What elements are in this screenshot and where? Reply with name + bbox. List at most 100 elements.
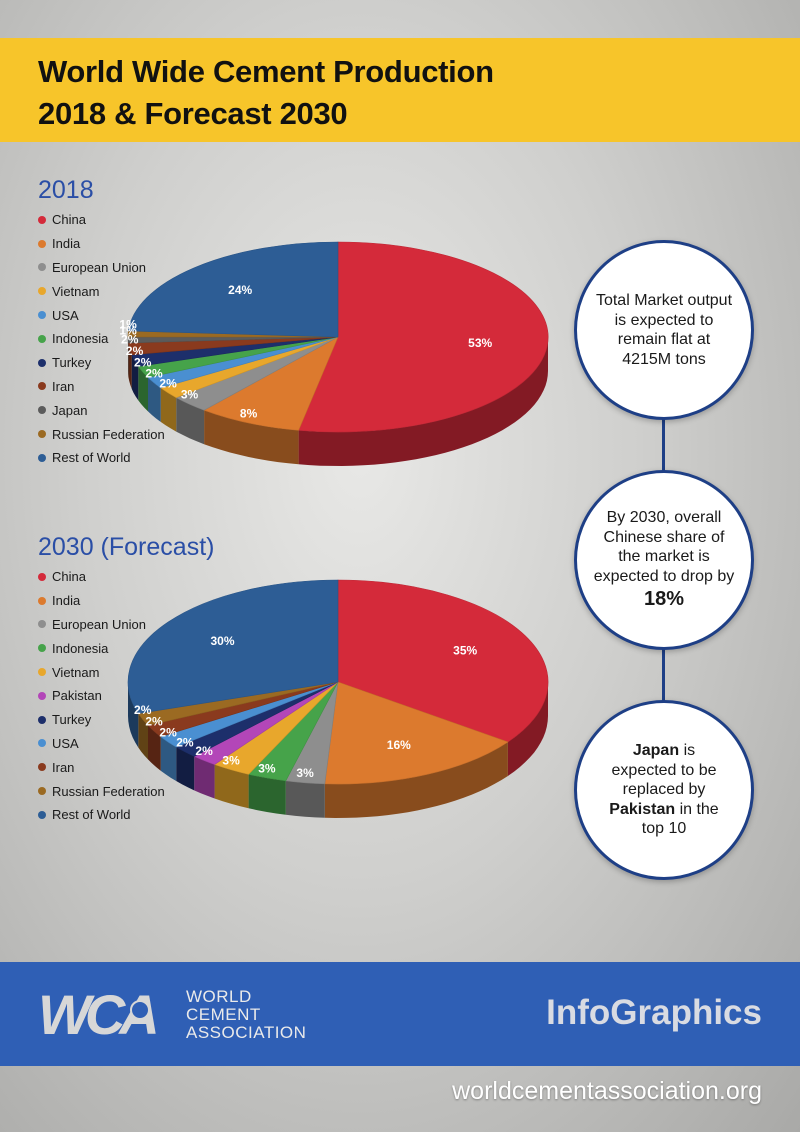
pie-value-labels: 35%16%3%3%3%2%2%2%2%2%30% xyxy=(134,634,478,780)
legend-label: Vietnam xyxy=(52,664,100,680)
legend-item: Rest of World xyxy=(38,446,165,470)
globe-icon xyxy=(130,1000,150,1020)
legend-item: China xyxy=(38,565,165,589)
legend-item: Russian Federation xyxy=(38,422,165,446)
replacement-text-1: is expected to be replaced by xyxy=(611,742,717,799)
legend-label: USA xyxy=(52,307,79,323)
logo-line1: WORLD xyxy=(186,987,252,1006)
legend-swatch xyxy=(38,239,46,248)
legend-item: USA xyxy=(38,303,165,327)
legend-item: China xyxy=(38,208,165,232)
pie-side-pakistan xyxy=(194,756,215,799)
legend-item: Rest of World xyxy=(38,803,165,827)
legend-swatch xyxy=(38,358,46,367)
total-market-text: Total Market output is expected to remai… xyxy=(595,292,733,368)
pie-side-iran xyxy=(148,725,161,771)
total-market-bubble: Total Market output is expected to remai… xyxy=(574,240,754,420)
pie-value-label: 30% xyxy=(210,634,234,648)
legend-swatch xyxy=(38,739,46,748)
pie-slice-india xyxy=(324,681,509,785)
legend-label: India xyxy=(52,593,81,609)
legend-label: Indonesia xyxy=(52,640,109,656)
pie-value-label: 2% xyxy=(195,744,213,758)
pie-side-russian-federation xyxy=(138,713,148,760)
legend-swatch xyxy=(38,572,46,581)
infographics-label: InfoGraphics xyxy=(546,993,762,1032)
legend-label: Pakistan xyxy=(52,688,102,704)
pie-side-walls xyxy=(128,682,548,818)
legend-swatch xyxy=(38,334,46,343)
legend-item: Vietnam xyxy=(38,660,165,684)
chinese-share-bubble: By 2030, overall Chinese share of the ma… xyxy=(574,470,754,650)
legend-swatch xyxy=(38,715,46,724)
legend-label: Indonesia xyxy=(52,331,109,347)
legend-label: Vietnam xyxy=(52,283,100,299)
website-url[interactable]: worldcementassociation.org xyxy=(452,1077,762,1105)
bubble-connector-2 xyxy=(662,630,665,720)
legend-swatch xyxy=(38,430,46,439)
legend-label: European Union xyxy=(52,259,146,275)
pie-side-usa xyxy=(160,736,177,781)
pie-side-india xyxy=(204,410,299,465)
legend-item: Pakistan xyxy=(38,684,165,708)
bubble-connector-1 xyxy=(662,400,665,490)
legend-swatch xyxy=(38,215,46,224)
legend-label: Japan xyxy=(52,402,88,418)
pie-side-china xyxy=(298,337,548,466)
pie-value-labels: 53%8%3%2%2%2%2%2%1%1%24% xyxy=(119,283,492,421)
legend-label: Russian Federation xyxy=(52,783,165,799)
pie-side-indonesia xyxy=(248,774,286,815)
pie-side-china xyxy=(507,682,548,776)
pie-value-label: 1% xyxy=(119,318,137,332)
pakistan-word: Pakistan xyxy=(609,800,676,818)
pie-side-indonesia xyxy=(138,366,148,412)
legend-item: Japan xyxy=(38,398,165,422)
legend-label: Rest of World xyxy=(52,450,131,466)
pie-slice-china xyxy=(337,579,549,743)
pie-value-label: 2% xyxy=(176,735,194,749)
pie-value-label: 53% xyxy=(468,336,492,350)
legend-swatch xyxy=(38,311,46,320)
pie-value-label: 2% xyxy=(134,356,152,370)
legend-swatch xyxy=(38,763,46,772)
legend-label: Russian Federation xyxy=(52,426,165,442)
pie-value-label: 2% xyxy=(121,332,139,346)
pie-slice-rest-of-world xyxy=(127,579,339,714)
legend-label: China xyxy=(52,212,86,228)
legend-swatch xyxy=(38,787,46,796)
pie-side-vietnam xyxy=(160,387,177,432)
pie-value-label: 2% xyxy=(145,715,163,729)
legend-item: Turkey xyxy=(38,708,165,732)
legend-item: India xyxy=(38,589,165,613)
pie-top-faces xyxy=(127,579,549,785)
legend-swatch xyxy=(38,620,46,629)
pie-value-label: 16% xyxy=(387,738,411,752)
pie-value-label: 24% xyxy=(228,283,252,297)
legend-item: Indonesia xyxy=(38,636,165,660)
chinese-share-highlight: 18% xyxy=(643,588,685,610)
legend-swatch xyxy=(38,691,46,700)
japan-pakistan-bubble: Japan is expected to be replaced by Paki… xyxy=(574,700,754,880)
pie-side-usa xyxy=(148,377,161,422)
legend-label: European Union xyxy=(52,616,146,632)
chart-2030-title: 2030 (Forecast) xyxy=(38,533,215,561)
japan-word: Japan xyxy=(632,742,680,760)
legend-label: USA xyxy=(52,735,79,751)
pie-value-label: 2% xyxy=(145,366,163,380)
legend-label: Iran xyxy=(52,378,75,394)
pie-side-walls xyxy=(128,337,548,466)
page-title-line2: 2018 & Forecast 2030 xyxy=(38,96,348,131)
legend-label: India xyxy=(52,236,81,252)
legend-item: Vietnam xyxy=(38,279,165,303)
logo-wordmark: WORLD CEMENT ASSOCIATION xyxy=(186,988,306,1042)
legend-item: Iran xyxy=(38,755,165,779)
pie-side-turkey xyxy=(131,354,139,401)
legend-item: India xyxy=(38,232,165,256)
pie-value-label: 2% xyxy=(159,726,177,740)
logo-line3: ASSOCIATION xyxy=(186,1023,307,1042)
footer-bar: WCA WORLD CEMENT ASSOCIATION InfoGraphic… xyxy=(0,962,800,1066)
legend-label: Turkey xyxy=(52,355,92,371)
pie-slice-india xyxy=(203,336,339,431)
pie-value-label: 8% xyxy=(240,407,258,421)
